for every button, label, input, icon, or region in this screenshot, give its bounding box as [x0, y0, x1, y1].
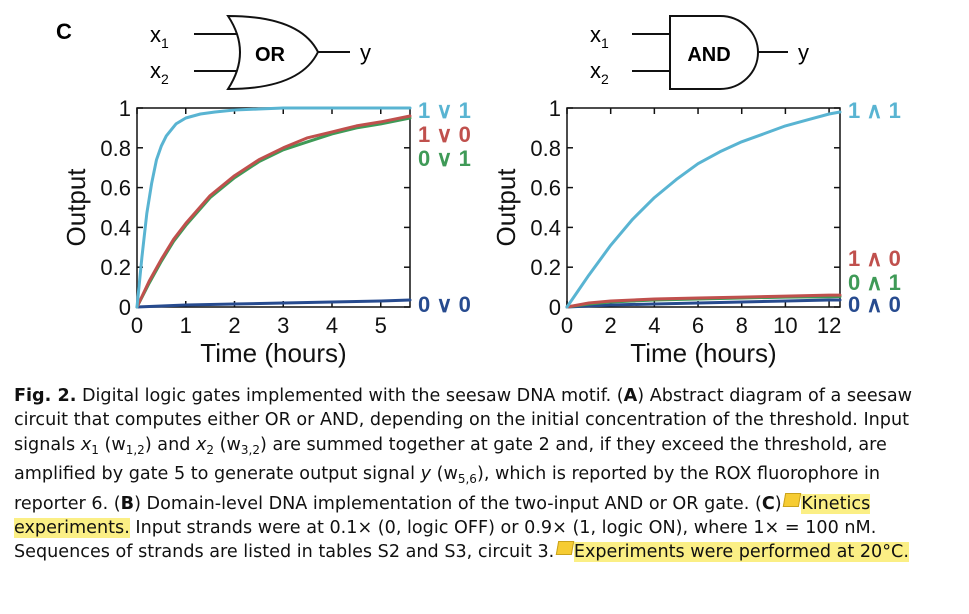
- plot-frame: [566, 107, 841, 308]
- caption-text-1: Digital logic gates implemented with the…: [76, 386, 624, 406]
- caption-w12-open: (w: [98, 434, 126, 455]
- caption-x2: x: [195, 434, 207, 455]
- plot-frame: [136, 107, 411, 308]
- x-tick-label: 2: [605, 313, 617, 338]
- x-tick-label: 4: [648, 313, 660, 338]
- caption-text-3: ) are summed together at gate 2 and, if …: [14, 434, 887, 485]
- x-tick-label: 5: [375, 313, 387, 338]
- or-input-x1: x1: [150, 22, 169, 51]
- y-tick-label: 1: [549, 96, 561, 121]
- and-input-x1-letter: x: [590, 22, 601, 47]
- x-tick-label: 8: [736, 313, 748, 338]
- y-axis-label: Output: [491, 168, 521, 247]
- or-gate-diagram: x1 x2 OR y: [150, 14, 371, 91]
- y-tick-label: 1: [119, 96, 131, 121]
- y-tick-label: 0.2: [100, 255, 131, 280]
- x-tick-label: 2: [228, 313, 240, 338]
- caption-text-4: ), which is reported by the ROX fluoroph…: [14, 464, 881, 514]
- figure-panel-c: C x1 x2 OR y x1 x2 AND y 00.20.40.60.810…: [56, 14, 901, 368]
- y-tick-label: 0.8: [100, 136, 131, 161]
- and-input-x2-sub: 2: [601, 71, 609, 87]
- and-gate-label: AND: [687, 44, 730, 66]
- x-tick-label: 10: [773, 313, 797, 338]
- or-gate-label: OR: [255, 44, 286, 66]
- y-tick-label: 0.4: [100, 215, 131, 240]
- x-tick-label: 3: [277, 313, 289, 338]
- series-line: [565, 298, 842, 309]
- or-input-x1-letter: x: [150, 22, 161, 47]
- series-line: [565, 110, 842, 309]
- series-label: 1 ∧ 0: [848, 246, 901, 271]
- and-input-x1-sub: 1: [601, 35, 609, 51]
- caption-fig-label: Fig. 2.: [14, 386, 77, 406]
- x-tick-label: 0: [561, 313, 573, 338]
- y-tick-label: 0.8: [530, 136, 561, 161]
- caption-text-6: ): [774, 493, 788, 514]
- caption-label-c: C: [761, 493, 775, 514]
- panel-label: C: [56, 19, 72, 44]
- or-input-x1-sub: 1: [161, 35, 169, 51]
- series-label: 0 ∨ 0: [418, 292, 471, 317]
- and-input-x2-letter: x: [590, 58, 601, 83]
- sticky-note-icon[interactable]: [782, 492, 802, 507]
- x-axis-label: Time (hours): [200, 338, 346, 368]
- caption-text-5: ) Domain-level DNA implementation of the…: [134, 493, 762, 514]
- caption-y: y: [420, 464, 431, 485]
- series-label: 1 ∨ 1: [418, 98, 471, 123]
- series-line: [135, 298, 412, 309]
- series-label: 1 ∨ 0: [418, 122, 471, 147]
- y-tick-label: 0.6: [100, 176, 131, 201]
- and-input-x1: x1: [590, 22, 609, 51]
- y-tick-label: 0.2: [530, 255, 561, 280]
- y-tick-label: 0.6: [530, 176, 561, 201]
- y-tick-label: 0: [119, 295, 131, 320]
- caption-w56-sub: 5,6: [457, 472, 477, 487]
- and-gate-shape: [669, 15, 759, 90]
- y-axis-label: Output: [61, 168, 91, 247]
- caption-w32-sub: 3,2: [240, 442, 260, 457]
- figure-caption: Fig. 2. Digital logic gates implemented …: [14, 384, 954, 565]
- series-line: [135, 106, 412, 309]
- and-output-y: y: [798, 40, 809, 65]
- or-gate-shape: [226, 14, 320, 91]
- highlight-temperature[interactable]: Experiments were performed at 20°C.: [573, 542, 909, 563]
- series-line: [135, 114, 412, 309]
- x-tick-label: 0: [131, 313, 143, 338]
- x-tick-label: 4: [326, 313, 338, 338]
- caption-x1-sub: 1: [91, 442, 99, 457]
- or-kinetics-chart: 0 0.2 0.4 0.6 0.8 1 0 1 2 3 4 5 Time (hours) Output 1 …: [61, 96, 471, 368]
- x-axis-label: Time (hours): [630, 338, 776, 368]
- or-input-x2-sub: 2: [161, 71, 169, 87]
- and-input-x2: x2: [590, 58, 609, 87]
- y-tick-label: 0: [549, 295, 561, 320]
- series-line: [135, 116, 412, 309]
- x-tick-label: 6: [692, 313, 704, 338]
- series-label: 1 ∧ 1: [848, 98, 901, 123]
- x-tick-label: 12: [817, 313, 841, 338]
- or-input-x2: x2: [150, 58, 169, 87]
- x-tick-label: 1: [180, 313, 192, 338]
- caption-x1: x: [80, 434, 92, 455]
- caption-text-7: Input strands were at 0.1× (0, logic OFF…: [14, 518, 877, 563]
- series-line: [565, 293, 842, 309]
- series-label: 0 ∧ 0: [848, 292, 901, 317]
- or-output-y: y: [360, 40, 371, 65]
- caption-w32-open: (w: [214, 434, 241, 455]
- caption-text-2: ) Abstract diagram of a seesaw circuit t…: [14, 386, 913, 455]
- caption-w56-open: (w: [431, 464, 458, 485]
- caption-paragraph: Fig. 2. Digital logic gates implemented …: [14, 384, 954, 565]
- caption-label-a: A: [623, 386, 638, 406]
- series-label: 0 ∨ 1: [418, 146, 471, 171]
- sticky-note-icon-2[interactable]: [555, 541, 575, 556]
- caption-label-b: B: [120, 493, 135, 514]
- or-input-x2-letter: x: [150, 58, 161, 83]
- caption-w12-sub: 1,2: [125, 442, 145, 457]
- y-tick-label: 0.4: [530, 215, 561, 240]
- caption-x2-sub: 2: [206, 442, 215, 457]
- series-label: 0 ∧ 1: [848, 270, 901, 295]
- and-gate-diagram: x1 x2 AND y: [590, 15, 809, 90]
- caption-and-x2: ) and: [144, 434, 196, 455]
